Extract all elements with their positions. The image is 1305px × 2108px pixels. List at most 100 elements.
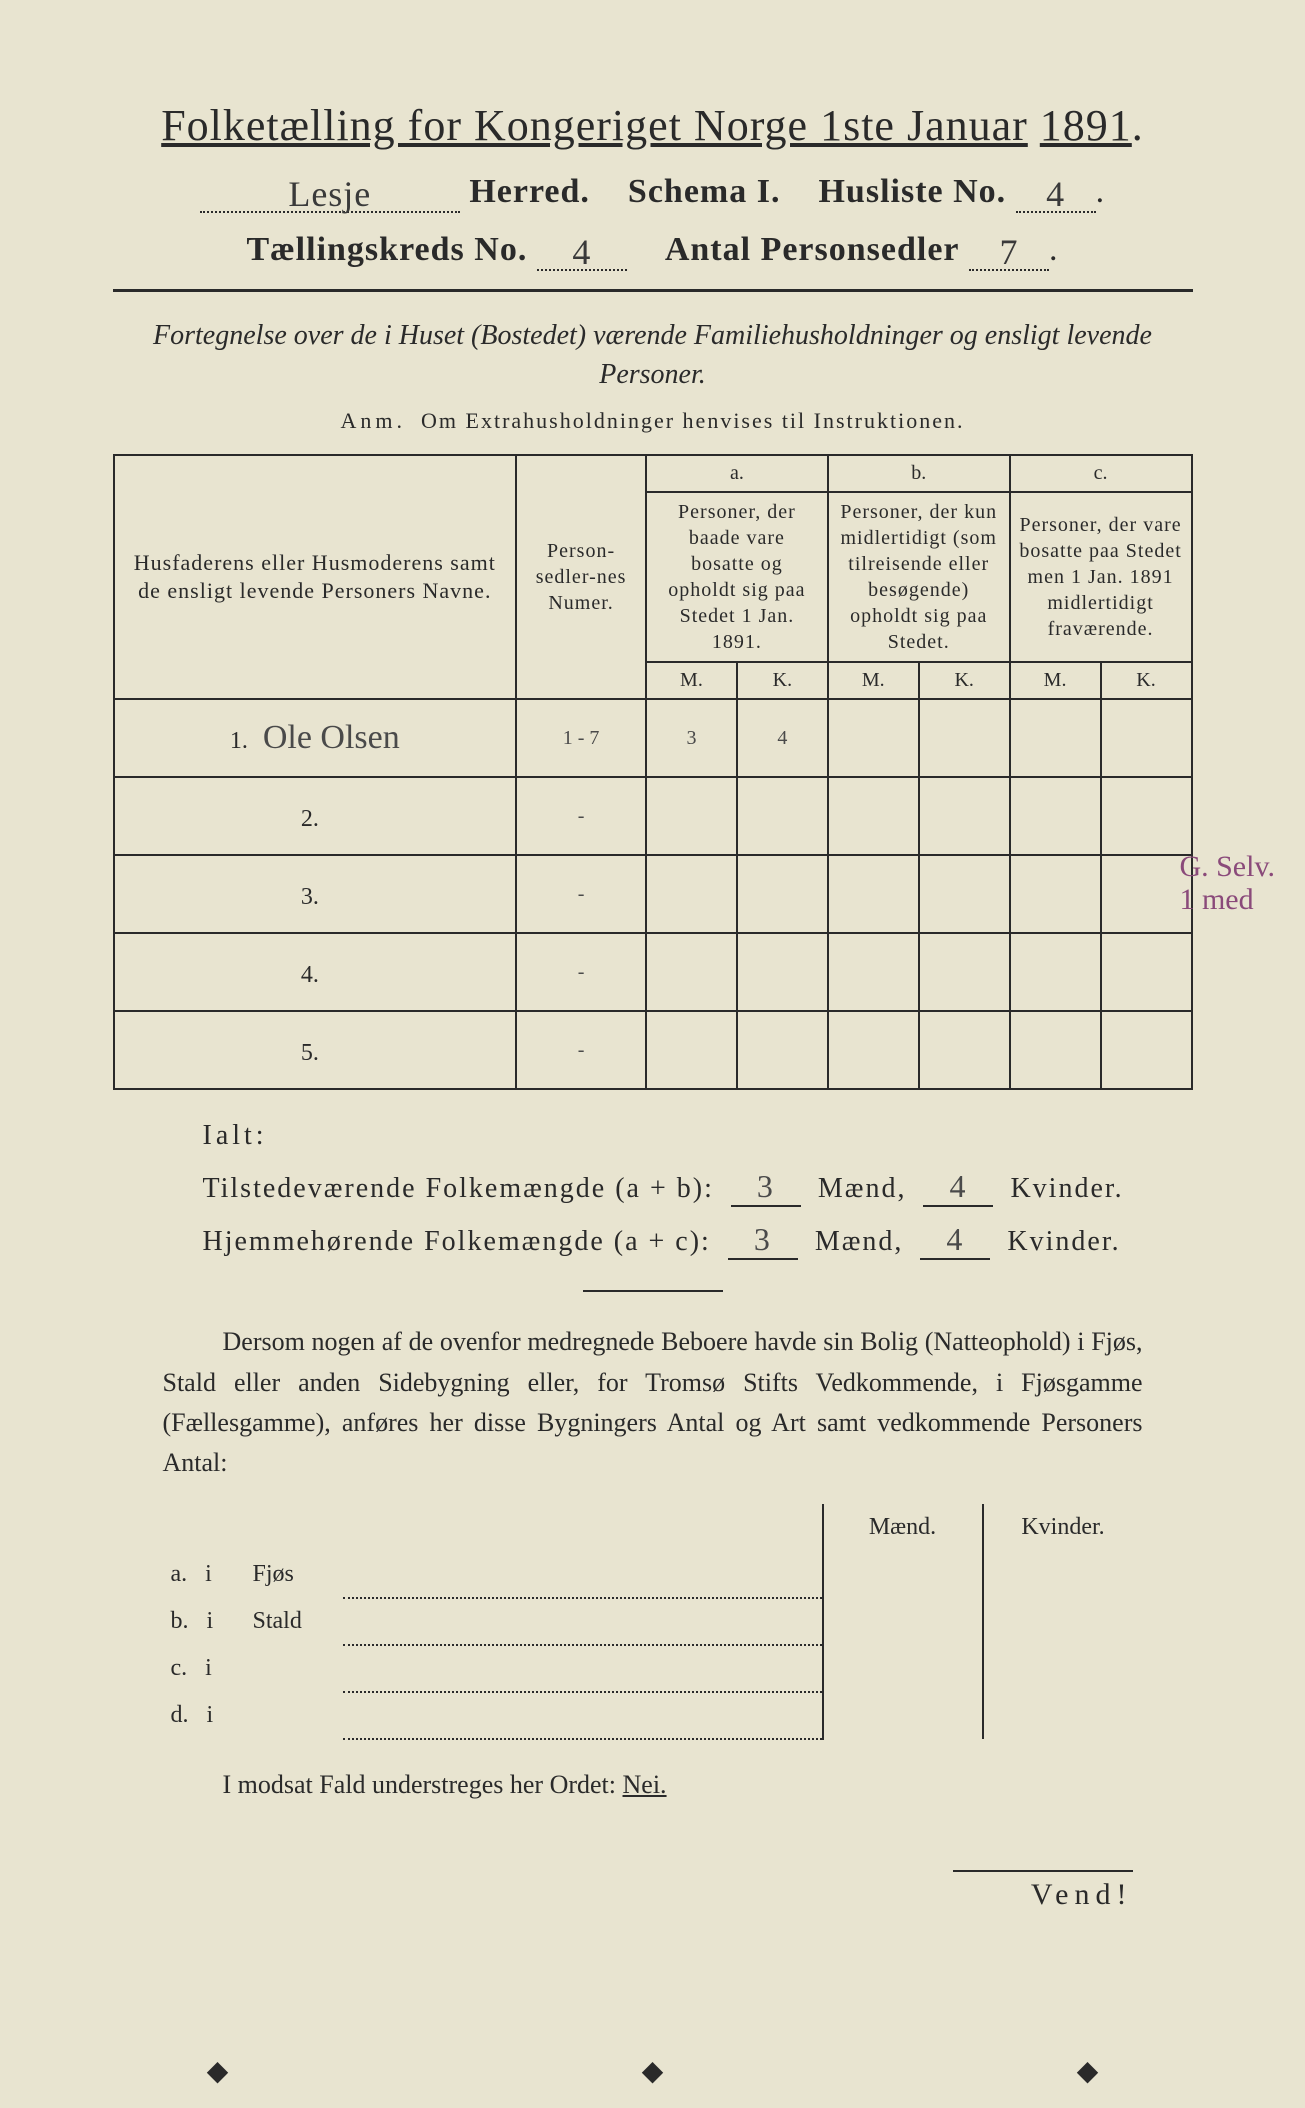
tilstede-line: Tilstedeværende Folkemængde (a + b): 3 M… (203, 1168, 1153, 1207)
row-cK (1101, 855, 1192, 933)
lower-label: Stald (223, 1598, 343, 1645)
row-aK (737, 933, 828, 1011)
lower-kvinder-val (983, 1551, 1143, 1598)
row-name (319, 1031, 329, 1068)
main-table: Husfaderens eller Husmoderens samt de en… (113, 454, 1193, 1090)
nei-line: I modsat Fald understreges her Ordet: Ne… (163, 1770, 1143, 1800)
hjemme-m: 3 (728, 1221, 798, 1260)
kreds-label: Tællingskreds No. (246, 231, 527, 268)
row-bK (919, 855, 1010, 933)
lower-kvinder-val (983, 1598, 1143, 1645)
lower-kvinder: Kvinder. (983, 1504, 1143, 1551)
lower-kvinder-val (983, 1645, 1143, 1692)
row-aK (737, 777, 828, 855)
row-aK (737, 1011, 828, 1089)
row-cell: 4. (114, 933, 517, 1011)
row-name (319, 875, 329, 912)
maend-label-2: Mænd, (815, 1226, 904, 1257)
tilstede-k: 4 (923, 1168, 993, 1207)
line-kreds: Tællingskreds No. 4 Antal Personsedler 7… (113, 227, 1193, 271)
short-rule (583, 1290, 723, 1292)
row-cell: 1. Ole Olsen (114, 699, 517, 777)
row-bK (919, 699, 1010, 777)
lower-maend: Mænd. (823, 1504, 983, 1551)
lower-dots (343, 1551, 823, 1598)
vend-label: Vend! (953, 1870, 1133, 1912)
nei-word: Nei. (623, 1770, 667, 1799)
nei-text: I modsat Fald understreges her Ordet: (223, 1770, 617, 1799)
lower-letter: c. i (163, 1645, 223, 1692)
table-row: d. i (163, 1692, 1143, 1739)
herred-value: Lesje (288, 174, 371, 214)
row-cK (1101, 933, 1192, 1011)
pin-icon: ◆ (207, 2054, 229, 2088)
hjemme-label: Hjemmehørende Folkemængde (a + c): (203, 1226, 711, 1257)
row-aM: 3 (646, 699, 737, 777)
kvinder-label: Kvinder. (1010, 1173, 1123, 1204)
page-title: Folketælling for Kongeriget Norge 1ste J… (113, 100, 1193, 151)
col-b-label: b. (828, 455, 1010, 492)
row-cK (1101, 699, 1192, 777)
table-row: c. i (163, 1645, 1143, 1692)
divider (113, 289, 1193, 292)
hjemme-k: 4 (920, 1221, 990, 1260)
row-cM (1010, 699, 1101, 777)
title-year: 1891 (1040, 101, 1132, 150)
binding-pins: ◆ ◆ ◆ (0, 2054, 1305, 2088)
row-cell: 3. (114, 855, 517, 933)
h-bM: M. (828, 662, 919, 699)
lower-maend-val (823, 1598, 983, 1645)
row-aK (737, 855, 828, 933)
row-cell: 2. (114, 777, 517, 855)
table-row: b. iStald (163, 1598, 1143, 1645)
dersom-para: Dersom nogen af de ovenfor medregnede Be… (163, 1322, 1143, 1483)
row-bK (919, 1011, 1010, 1089)
h-aK: K. (737, 662, 828, 699)
table-row: 3. - (114, 855, 1192, 933)
table-row: 5. - (114, 1011, 1192, 1089)
col-a-text: Personer, der baade vare bosatte og opho… (646, 492, 828, 662)
lower-letter: b. i (163, 1598, 223, 1645)
ialt-heading: Ialt: (203, 1120, 1153, 1152)
row-cM (1010, 933, 1101, 1011)
row-aM (646, 777, 737, 855)
table-row: 1. Ole Olsen1 - 734 (114, 699, 1192, 777)
tilstede-label: Tilstedeværende Folkemængde (a + b): (203, 1173, 714, 1204)
h-bK: K. (919, 662, 1010, 699)
table-row: 2. - (114, 777, 1192, 855)
herred-label: Herred. (469, 173, 590, 210)
kreds-value: 4 (572, 232, 591, 272)
margin-note: G. Selv. 1 med (1179, 850, 1275, 916)
kvinder-label-2: Kvinder. (1007, 1226, 1120, 1257)
antal-value: 7 (1000, 232, 1019, 272)
lower-maend-val (823, 1692, 983, 1739)
row-aM (646, 1011, 737, 1089)
lower-dots (343, 1692, 823, 1739)
lower-maend-val (823, 1551, 983, 1598)
pin-icon: ◆ (1077, 2054, 1099, 2088)
title-text: Folketælling for Kongeriget Norge 1ste J… (161, 101, 1028, 150)
husliste-value: 4 (1046, 174, 1065, 214)
hjemme-line: Hjemmehørende Folkemængde (a + c): 3 Mæn… (203, 1221, 1153, 1260)
antal-label: Antal Personsedler (665, 231, 960, 268)
row-cM (1010, 777, 1101, 855)
lower-dots (343, 1645, 823, 1692)
row-name: Ole Olsen (253, 719, 400, 756)
col-c-text: Personer, der vare bosatte paa Stedet me… (1010, 492, 1192, 662)
row-bM (828, 777, 919, 855)
anm-text: Om Extrahusholdninger henvises til Instr… (421, 408, 964, 433)
lower-kvinder-val (983, 1692, 1143, 1739)
row-bM (828, 933, 919, 1011)
row-num: - (516, 777, 646, 855)
row-bK (919, 933, 1010, 1011)
col-a-label: a. (646, 455, 828, 492)
line-herred: Lesje Herred. Schema I. Husliste No. 4. (113, 169, 1193, 213)
lower-maend-val (823, 1645, 983, 1692)
row-bK (919, 777, 1010, 855)
margin-note-1: G. Selv. (1179, 850, 1275, 883)
row-cM (1010, 855, 1101, 933)
row-bM (828, 1011, 919, 1089)
row-cell: 5. (114, 1011, 517, 1089)
schema-label: Schema I. (628, 173, 781, 210)
lower-table: Mænd. Kvinder. a. iFjøsb. iStaldc. id. i (163, 1504, 1143, 1740)
